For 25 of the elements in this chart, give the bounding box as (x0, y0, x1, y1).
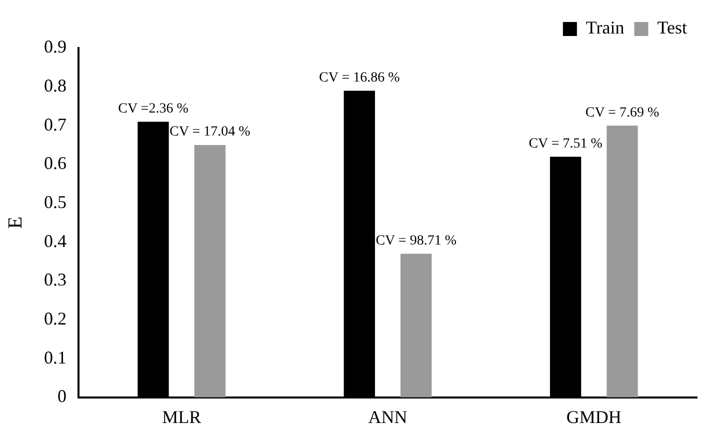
bar (194, 145, 226, 398)
annotation: CV = 7.51 % (528, 136, 603, 152)
y-tick-label: 0.3 (44, 270, 66, 290)
y-tick-label: 0.1 (44, 347, 66, 368)
annotation: CV =2.36 % (118, 101, 189, 116)
bar (606, 126, 638, 398)
annotation: CV = 98.71 % (376, 233, 457, 248)
y-tick-label: 0 (58, 386, 66, 406)
legend-label: Test (657, 18, 687, 38)
y-tick-label: 0.5 (44, 192, 66, 212)
annotation: CV = 16.86 % (319, 70, 400, 86)
x-tick-label: ANN (368, 406, 408, 427)
x-tick-label: GMDH (566, 406, 622, 427)
x-tick-label: MLR (162, 406, 202, 427)
annotation: CV = 7.69 % (585, 105, 660, 120)
bar (400, 254, 432, 398)
legend-label: Train (586, 18, 624, 38)
y-tick-label: 0.9 (44, 36, 66, 57)
y-tick-label: 0.8 (44, 76, 66, 96)
y-axis-title: E (4, 216, 26, 229)
y-tick-label: 0.2 (44, 308, 66, 328)
y-tick-label: 0.4 (44, 230, 66, 251)
y-tick-label: 0.6 (44, 153, 66, 174)
annotation: CV = 17.04 % (170, 124, 251, 140)
y-tick-label: 0.7 (44, 114, 66, 134)
